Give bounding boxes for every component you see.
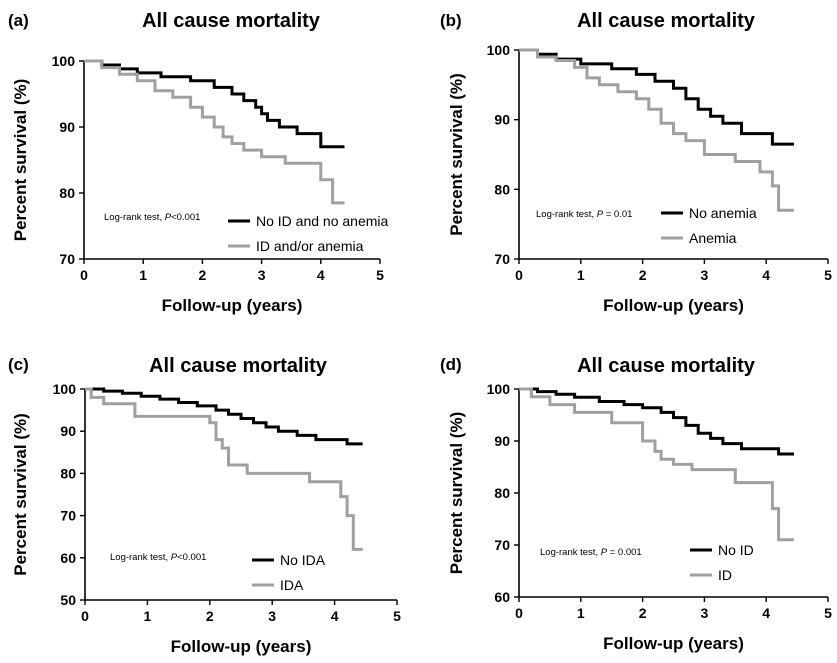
chart-0-ytick-label-0: 70	[59, 251, 75, 267]
chart-3-ytick-label-0: 60	[494, 589, 510, 605]
chart-1-legend-label-0: No anemia	[689, 205, 757, 221]
chart-2-legend-label-0: No IDA	[280, 552, 326, 568]
chart-2-xtick-label-1: 1	[144, 608, 152, 624]
chart-1-title: All cause mortality	[577, 10, 756, 32]
chart-1-ytick-label-2: 90	[494, 112, 510, 128]
chart-3-ytick-label-2: 80	[494, 485, 510, 501]
chart-3-series-0-line	[519, 387, 794, 456]
chart-0-xtick-label-5: 5	[376, 267, 384, 283]
chart-2-ytick-label-5: 100	[53, 381, 77, 397]
chart-3-series-1-line	[519, 387, 794, 542]
chart-2-xtick-label-2: 2	[206, 608, 214, 624]
chart-2-x-axis-label: Follow-up (years)	[171, 637, 312, 656]
chart-2-title: All cause mortality	[149, 355, 328, 377]
chart-0-title: All cause mortality	[142, 10, 321, 32]
chart-2-xtick-label-0: 0	[81, 608, 89, 624]
chart-3-xtick-label-3: 3	[701, 605, 709, 621]
chart-0-series-1-line	[84, 59, 345, 205]
chart-0-xtick-label-3: 3	[258, 267, 266, 283]
chart-1-ytick-label-1: 80	[494, 181, 510, 197]
chart-1-ytick-label-3: 100	[487, 42, 511, 58]
chart-1-ytick-label-0: 70	[494, 251, 510, 267]
chart-3-ytick-label-1: 70	[494, 537, 510, 553]
chart-3-title: All cause mortality	[577, 355, 756, 377]
chart-3-panel-label: (d)	[440, 355, 462, 374]
chart-2-series-0-line	[85, 387, 363, 446]
chart-0-series-0-line	[84, 59, 345, 149]
chart-2-ytick-label-0: 50	[60, 592, 76, 608]
chart-2-logrank-annotation: Log-rank test, P<0.001	[110, 552, 206, 563]
chart-0-xtick-label-1: 1	[139, 267, 147, 283]
chart-2-series-1-line	[85, 387, 363, 551]
chart-3-xtick-label-2: 2	[639, 605, 647, 621]
chart-1-series-1-line	[519, 48, 794, 212]
chart-2-panel-label: (c)	[8, 355, 29, 374]
chart-0-xtick-label-0: 0	[80, 267, 88, 283]
chart-2-xtick-label-3: 3	[268, 608, 276, 624]
chart-3-ytick-label-3: 90	[494, 433, 510, 449]
chart-3-logrank-annotation: Log-rank test, P = 0.001	[540, 547, 642, 558]
chart-2-y-axis-label: Percent survival (%)	[11, 413, 30, 576]
chart-0-y-axis-label: Percent survival (%)	[11, 79, 30, 242]
chart-2-panel: (c) All cause mortality 0 1 2 3 4 5 50 60 70 80 90 10…	[8, 355, 401, 656]
chart-1-xtick-label-2: 2	[639, 267, 647, 283]
chart-1-panel: (b) All cause mortality 0 1 2 3 4 5 70 80 90 100 Fol…	[440, 10, 832, 315]
chart-0-x-axis-label: Follow-up (years)	[162, 296, 303, 315]
chart-2-legend-label-1: IDA	[280, 577, 304, 593]
chart-1-x-axis-label: Follow-up (years)	[603, 296, 744, 315]
chart-3-y-axis-label: Percent survival (%)	[447, 412, 466, 575]
chart-3-xtick-label-0: 0	[515, 605, 523, 621]
chart-3-panel: (d) All cause mortality 0 1 2 3 4 5 60 70 80 90 100 F…	[440, 355, 832, 653]
chart-1-logrank-annotation: Log-rank test, P = 0.01	[536, 209, 632, 220]
chart-0-ytick-label-2: 90	[59, 119, 75, 135]
chart-1-xtick-label-4: 4	[762, 267, 770, 283]
chart-3-xtick-label-1: 1	[577, 605, 585, 621]
chart-0-logrank-annotation: Log-rank test, P<0.001	[104, 212, 200, 223]
chart-1-xtick-label-3: 3	[701, 267, 709, 283]
chart-2-xtick-label-5: 5	[393, 608, 401, 624]
chart-2-xtick-label-4: 4	[331, 608, 339, 624]
chart-2-ytick-label-1: 60	[60, 550, 76, 566]
chart-0-panel: (a) All cause mortality 0 1 2 3 4 5 70 80 90 100 Fol…	[8, 10, 389, 315]
chart-3-ytick-label-4: 100	[487, 381, 511, 397]
chart-1-xtick-label-0: 0	[515, 267, 523, 283]
chart-1-panel-label: (b)	[440, 11, 462, 30]
chart-2-ytick-label-4: 90	[60, 423, 76, 439]
chart-0-legend-label-0: No ID and no anemia	[256, 213, 389, 229]
chart-2-ytick-label-2: 70	[60, 508, 76, 524]
chart-3-legend-label-0: No ID	[718, 542, 754, 558]
chart-1-xtick-label-1: 1	[577, 267, 585, 283]
chart-3-x-axis-label: Follow-up (years)	[603, 634, 744, 653]
chart-0-panel-label: (a)	[8, 11, 29, 30]
chart-0-ytick-label-1: 80	[59, 185, 75, 201]
chart-3-xtick-label-5: 5	[824, 605, 832, 621]
chart-0-ytick-label-3: 100	[52, 53, 76, 69]
chart-1-legend-label-1: Anemia	[689, 230, 737, 246]
chart-3-legend-label-1: ID	[718, 567, 732, 583]
chart-1-y-axis-label: Percent survival (%)	[447, 73, 466, 236]
chart-0-xtick-label-2: 2	[199, 267, 207, 283]
chart-0-legend-label-1: ID and/or anemia	[256, 238, 364, 254]
chart-2-ytick-label-3: 80	[60, 465, 76, 481]
chart-1-series-0-line	[519, 48, 794, 146]
chart-0-xtick-label-4: 4	[317, 267, 325, 283]
chart-3-xtick-label-4: 4	[762, 605, 770, 621]
chart-1-xtick-label-5: 5	[824, 267, 832, 283]
